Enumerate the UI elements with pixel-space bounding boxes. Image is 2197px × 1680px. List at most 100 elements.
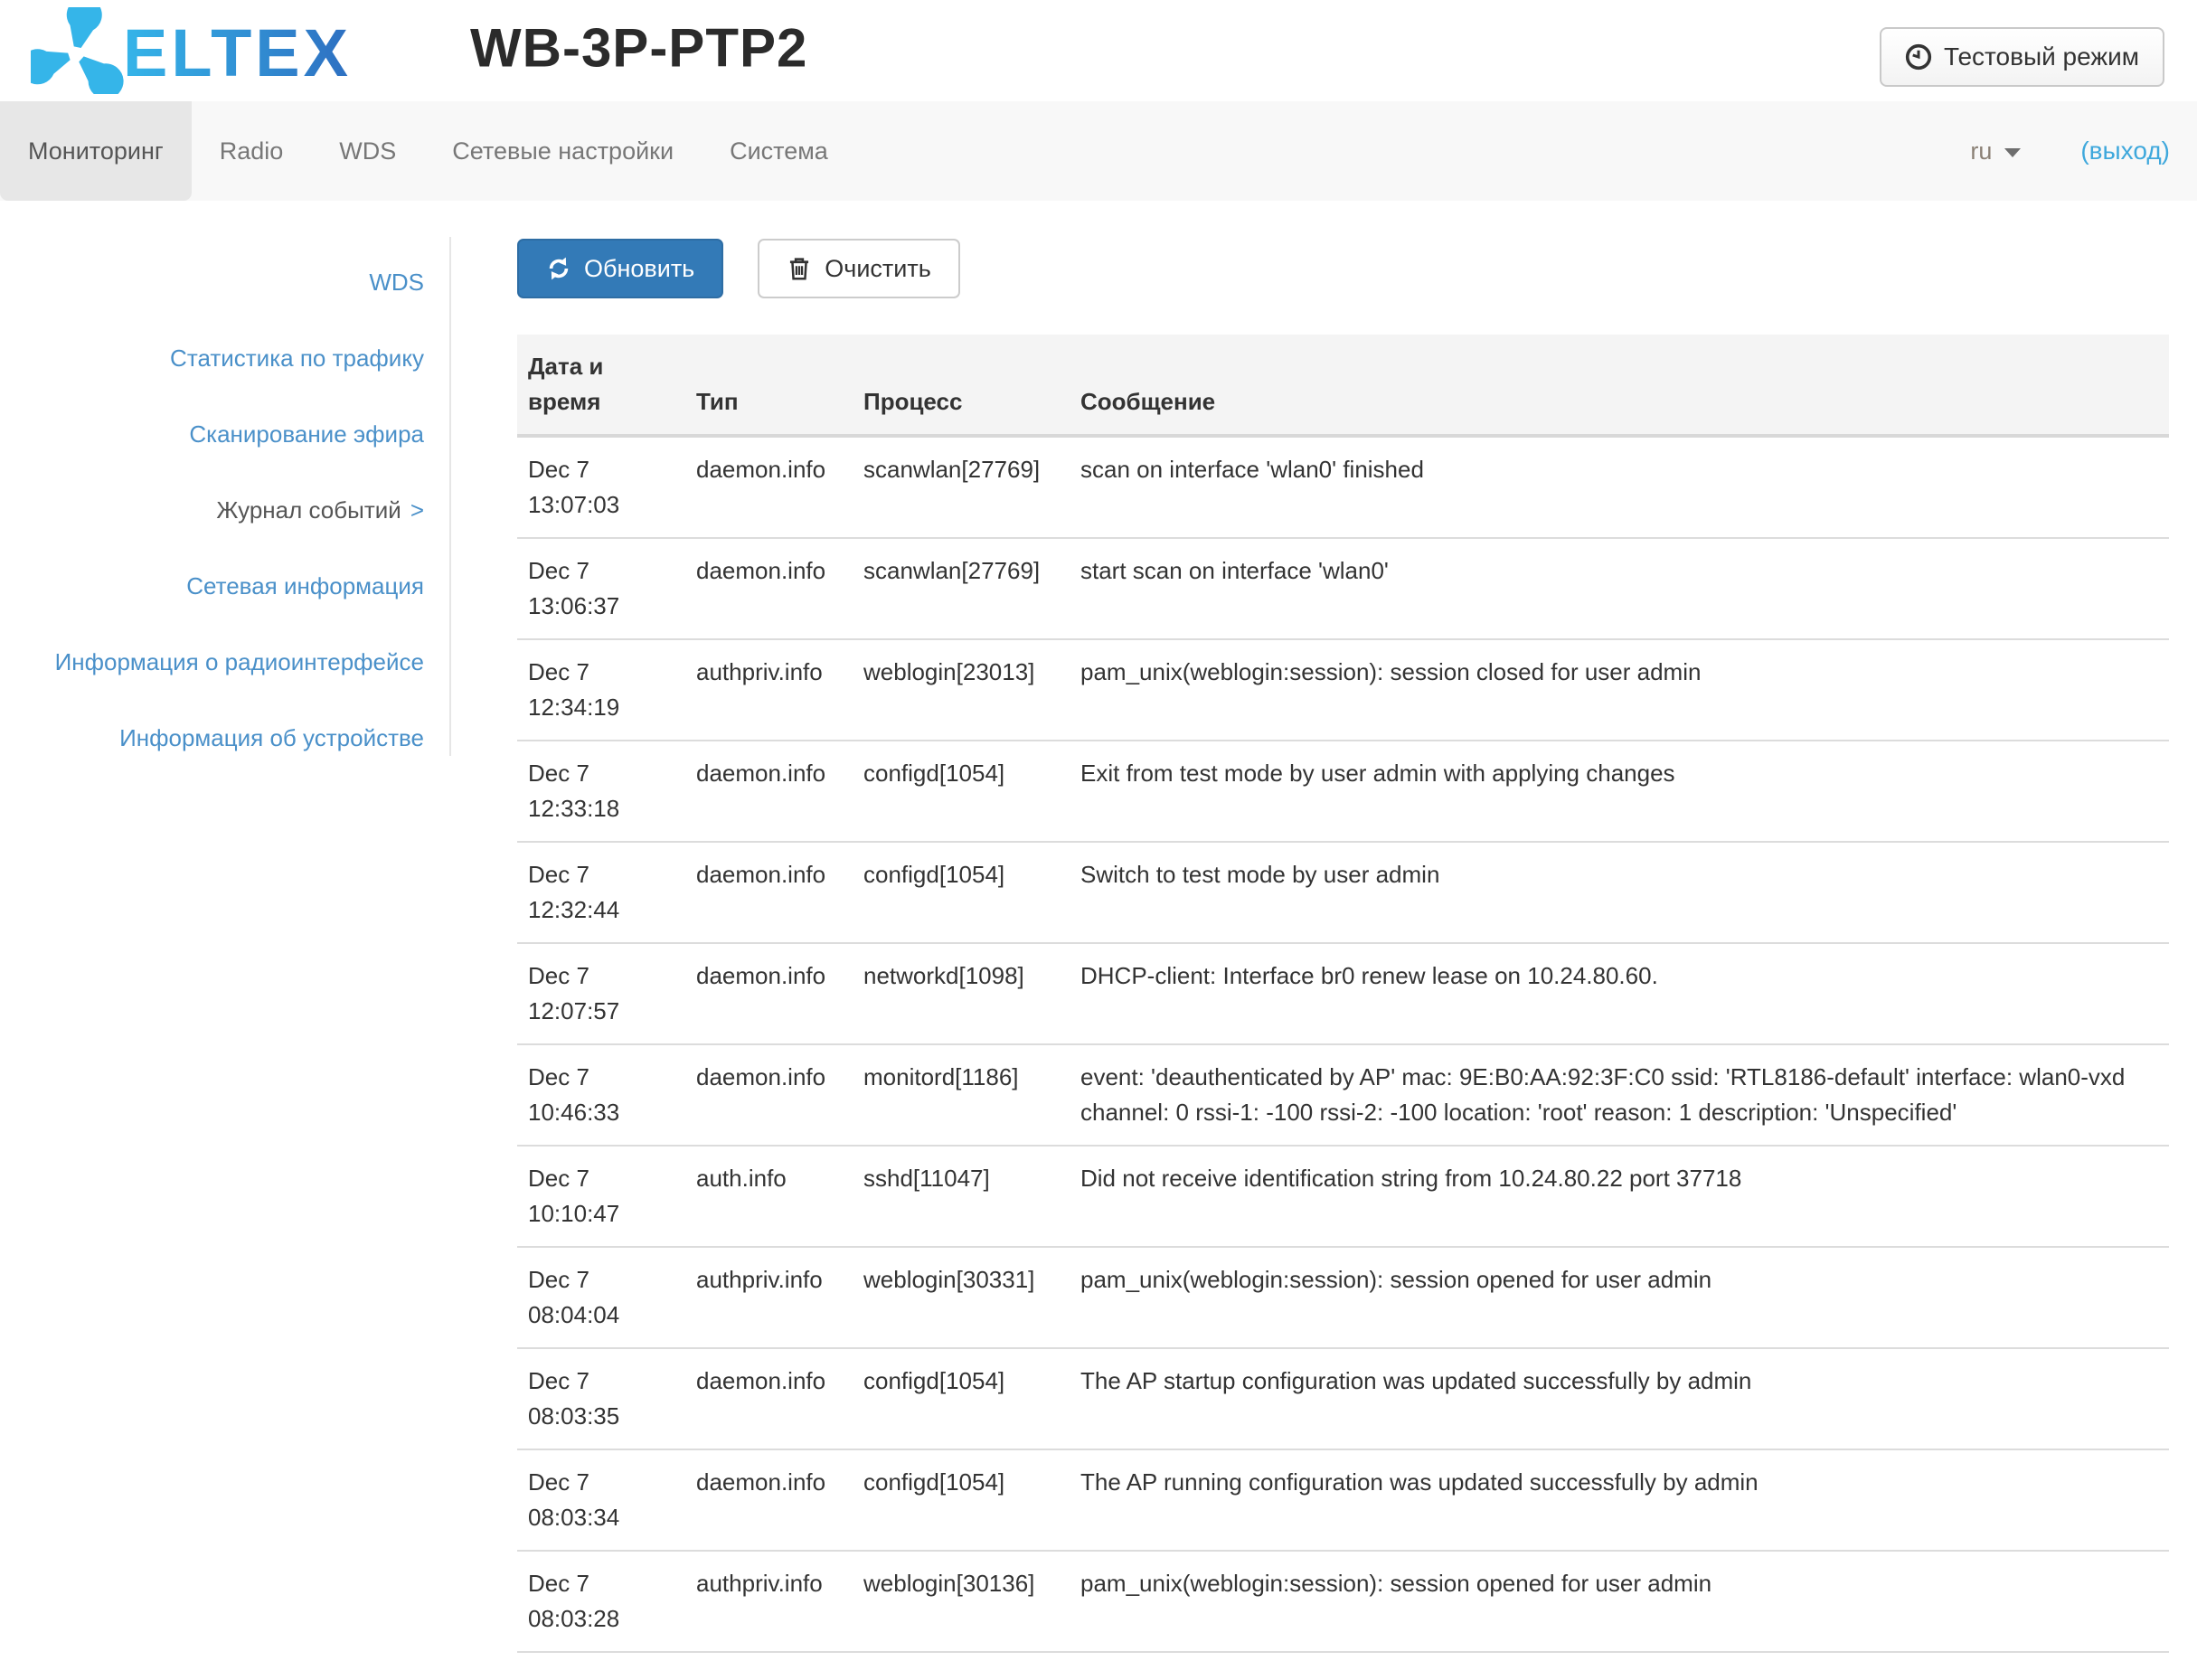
nav-tabs: Мониторинг Radio WDS Сетевые настройки Систе… xyxy=(0,101,2197,201)
sidebar-item-label: Сканирование эфира xyxy=(189,420,424,448)
nav-right: ru (выход) xyxy=(1970,101,2197,201)
log-process-cell: configd[1054] xyxy=(853,842,1070,944)
log-process-cell: weblogin[30331] xyxy=(853,1247,1070,1349)
event-log-table: Дата и время Тип Процесс Сообщение Dec 7 13:… xyxy=(517,335,2169,1653)
page-title: WB-3P-PTP2 xyxy=(470,17,808,79)
log-row: Dec 7 13:07:03 daemon.info scanwlan[27769] s… xyxy=(517,436,2169,539)
clock-icon xyxy=(1905,43,1932,71)
log-message-cell: DHCP-client: Interface br0 renew lease o… xyxy=(1070,943,2169,1045)
eltex-logo: ELTEX xyxy=(31,7,367,94)
log-process-cell: networkd[1098] xyxy=(853,943,1070,1045)
nav-tab-сетевые-настройки[interactable]: Сетевые настройки xyxy=(452,137,674,165)
log-message-cell: Exit from test mode by user admin with a… xyxy=(1070,741,2169,843)
log-process-cell: sshd[11047] xyxy=(853,1146,1070,1248)
toolbar: Обновить Очистить xyxy=(517,239,2169,298)
log-time: 08:03:34 xyxy=(528,1504,620,1531)
log-datetime-cell: Dec 7 12:07:57 xyxy=(517,943,685,1045)
sidebar-item-label: Информация о радиоинтерфейсе xyxy=(54,648,424,675)
refresh-label: Обновить xyxy=(584,254,695,282)
log-type-cell: authpriv.info xyxy=(685,1247,853,1349)
log-type-cell: authpriv.info xyxy=(685,639,853,741)
sidebar-item-сетевая-информация[interactable]: Сетевая информация xyxy=(0,568,424,604)
app-header: ELTEX WB-3P-PTP2 Тестовый режим xyxy=(0,0,2197,101)
column-header-сообщение: Сообщение xyxy=(1070,335,2169,438)
trash-icon xyxy=(790,258,809,280)
log-date: Dec 7 xyxy=(528,658,589,685)
sidebar-item-label: Статистика по трафику xyxy=(170,344,424,372)
log-row: Dec 7 12:07:57 daemon.info networkd[1098] DH… xyxy=(517,943,2169,1045)
log-row: Dec 7 08:03:35 daemon.info configd[1054] The… xyxy=(517,1348,2169,1450)
nav-tab-wds[interactable]: WDS xyxy=(339,137,397,165)
event-log-body: Dec 7 13:07:03 daemon.info scanwlan[27769] s… xyxy=(517,436,2169,1653)
log-type-cell: auth.info xyxy=(685,1146,853,1248)
log-process-cell: scanwlan[27769] xyxy=(853,436,1070,539)
log-datetime-cell: Dec 7 10:46:33 xyxy=(517,1044,685,1147)
log-time: 08:04:04 xyxy=(528,1301,620,1328)
refresh-button[interactable]: Обновить xyxy=(517,239,724,298)
log-datetime-cell: Dec 7 08:04:04 xyxy=(517,1247,685,1349)
nav-tab-мониторинг[interactable]: Мониторинг xyxy=(0,101,192,201)
log-type-cell: daemon.info xyxy=(685,1044,853,1147)
sidebar-item-сканирование-эфира[interactable]: Сканирование эфира xyxy=(0,416,424,452)
log-date: Dec 7 xyxy=(528,1367,589,1394)
content: WDS Статистика по трафику Сканирование эфи… xyxy=(0,201,2197,1653)
log-type-cell: daemon.info xyxy=(685,1449,853,1552)
logout-link[interactable]: (выход) xyxy=(2080,137,2170,165)
log-type-cell: daemon.info xyxy=(685,1348,853,1450)
log-process-cell: configd[1054] xyxy=(853,1449,1070,1552)
column-header-дата-и-время: Дата и время xyxy=(517,335,685,438)
sidebar-item-label: Сетевая информация xyxy=(186,572,424,599)
log-datetime-cell: Dec 7 08:03:34 xyxy=(517,1449,685,1552)
log-message-cell: The AP startup configuration was updated… xyxy=(1070,1348,2169,1450)
log-time: 08:03:28 xyxy=(528,1605,620,1632)
sidebar: WDS Статистика по трафику Сканирование эфи… xyxy=(0,237,451,756)
main-panel: Обновить Очистить Дата и время Тип Процесс… xyxy=(451,201,2197,1653)
clear-button[interactable]: Очистить xyxy=(758,239,960,298)
log-row: Dec 7 12:32:44 daemon.info configd[1054] Swi… xyxy=(517,842,2169,944)
sidebar-item-журнал-событий[interactable]: Журнал событий > xyxy=(0,492,424,528)
log-type-cell: daemon.info xyxy=(685,943,853,1045)
log-datetime-cell: Dec 7 08:03:35 xyxy=(517,1348,685,1450)
log-type-cell: daemon.info xyxy=(685,538,853,640)
log-date: Dec 7 xyxy=(528,1063,589,1090)
caret-down-icon xyxy=(2004,148,2022,157)
main-nav: Мониторинг Radio WDS Сетевые настройки Систе… xyxy=(0,101,2197,201)
log-datetime-cell: Dec 7 12:34:19 xyxy=(517,639,685,741)
log-time: 12:33:18 xyxy=(528,795,620,822)
log-row: Dec 7 10:46:33 daemon.info monitord[1186] ev… xyxy=(517,1044,2169,1147)
sidebar-item-wds[interactable]: WDS xyxy=(0,264,424,300)
sidebar-item-информация-об-устройстве[interactable]: Информация об устройстве xyxy=(0,720,424,756)
log-message-cell: pam_unix(weblogin:session): session open… xyxy=(1070,1551,2169,1653)
log-time: 12:07:57 xyxy=(528,997,620,1024)
log-row: Dec 7 12:34:19 authpriv.info weblogin[23013… xyxy=(517,639,2169,741)
sidebar-item-информация-о-радиоинтерфейсе[interactable]: Информация о радиоинтерфейсе xyxy=(0,644,424,680)
log-message-cell: Did not receive identification string fr… xyxy=(1070,1146,2169,1248)
log-date: Dec 7 xyxy=(528,1468,589,1496)
log-date: Dec 7 xyxy=(528,760,589,787)
eltex-logo-graphic: ELTEX xyxy=(31,7,348,94)
log-datetime-cell: Dec 7 12:32:44 xyxy=(517,842,685,944)
column-header-процесс: Процесс xyxy=(853,335,1070,438)
log-date: Dec 7 xyxy=(528,557,589,584)
log-time: 10:46:33 xyxy=(528,1099,620,1126)
nav-tab-radio[interactable]: Radio xyxy=(219,137,284,165)
log-type-cell: daemon.info xyxy=(685,436,853,539)
language-dropdown[interactable]: ru xyxy=(1970,137,2022,165)
log-process-cell: scanwlan[27769] xyxy=(853,538,1070,640)
log-message-cell: pam_unix(weblogin:session): session clos… xyxy=(1070,639,2169,741)
log-date: Dec 7 xyxy=(528,456,589,483)
sidebar-item-label: WDS xyxy=(369,269,424,296)
log-time: 13:06:37 xyxy=(528,592,620,619)
log-row: Dec 7 08:03:34 daemon.info configd[1054] The… xyxy=(517,1449,2169,1552)
log-type-cell: daemon.info xyxy=(685,741,853,843)
log-type-cell: daemon.info xyxy=(685,842,853,944)
log-datetime-cell: Dec 7 13:07:03 xyxy=(517,436,685,539)
log-process-cell: configd[1054] xyxy=(853,741,1070,843)
sidebar-item-статистика-по-трафику[interactable]: Статистика по трафику xyxy=(0,340,424,376)
log-row: Dec 7 12:33:18 daemon.info configd[1054] Exi… xyxy=(517,741,2169,843)
test-mode-button[interactable]: Тестовый режим xyxy=(1879,27,2164,87)
log-process-cell: weblogin[23013] xyxy=(853,639,1070,741)
chevron-right-icon: > xyxy=(410,496,424,524)
molecule-icon xyxy=(31,7,124,94)
nav-tab-система[interactable]: Система xyxy=(730,137,828,165)
